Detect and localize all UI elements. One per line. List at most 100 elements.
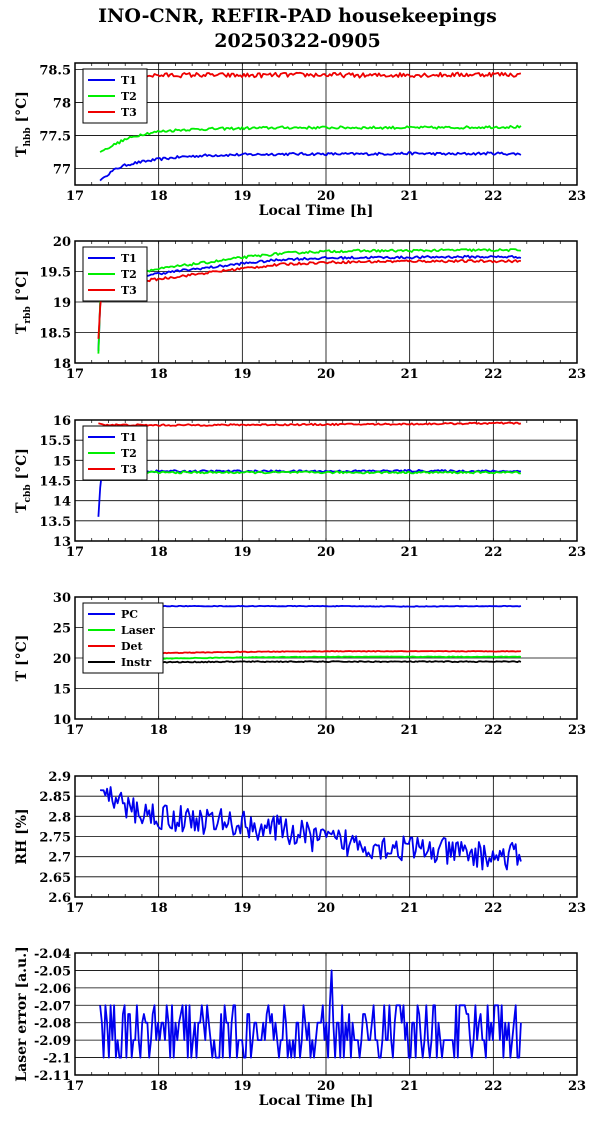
y-tick-label: -2.08: [34, 1017, 71, 1032]
y-tick-label: 2.6: [48, 891, 71, 906]
y-tick-label: -2.06: [34, 982, 71, 997]
series-line-t1: [99, 151, 522, 182]
x-tick-label: 21: [401, 545, 419, 560]
x-tick-label: 22: [484, 1079, 502, 1094]
y-tick-label: 15: [53, 683, 71, 698]
x-tick-label: 17: [66, 545, 84, 560]
x-tick-label: 22: [484, 367, 502, 382]
plot-frame: [74, 240, 578, 364]
y-axis-label: Laser error [a.u.]: [14, 946, 30, 1081]
x-tick-label: 18: [150, 1079, 168, 1094]
y-tick-label: 2.8: [48, 810, 71, 825]
series-line-t3: [100, 71, 522, 79]
legend: T1 T2 T3: [82, 68, 148, 124]
title-line-2: 20250322-0905: [214, 30, 381, 52]
y-tick-label: -2.07: [34, 999, 71, 1014]
x-tick-label: 17: [66, 723, 84, 738]
y-tick-label: -2.05: [34, 964, 71, 979]
x-tick-label: 22: [484, 545, 502, 560]
x-tick-label: 21: [401, 367, 419, 382]
y-label-subscript: cbb: [23, 484, 33, 502]
y-tick-label: 77.5: [39, 130, 71, 145]
panel-rh: 2.9 2.85 2.8 2.75 2.7 2.65 2.617 18 19 20 21 22 23 RH…: [14, 770, 586, 916]
y-label-main: T: [14, 146, 30, 157]
x-tick-label: 19: [233, 545, 251, 560]
x-tick-label: 22: [484, 723, 502, 738]
y-tick-label: 78.5: [39, 64, 71, 79]
x-tick-label: 21: [401, 901, 419, 916]
plot-frame: [74, 62, 578, 186]
y-tick-label: 20: [53, 652, 71, 667]
y-tick-label: 18.5: [39, 327, 71, 342]
y-axis-label: Tcbb [°C]: [14, 448, 33, 513]
x-tick-label: 19: [233, 1079, 251, 1094]
x-tick-label: 17: [66, 1079, 84, 1094]
y-tick-label: 19: [53, 296, 71, 311]
x-tick-label: 18: [150, 367, 168, 382]
y-tick-label: 19.5: [39, 266, 71, 281]
x-tick-label: 21: [401, 189, 419, 204]
series-line-det: [100, 650, 522, 656]
x-tick-label: 22: [484, 901, 502, 916]
y-axis-label: T [°C]: [14, 635, 30, 682]
y-tick-label: 77: [53, 163, 71, 178]
y-label-unit: [°C]: [14, 91, 30, 127]
y-axis-label: Thbb [°C]: [14, 91, 33, 157]
legend-label: T3: [121, 106, 137, 119]
y-tick-label: 2.9: [48, 770, 71, 785]
series-line-laser: [99, 969, 522, 1059]
y-tick-label: 18: [53, 357, 71, 372]
x-tick-label: 21: [401, 723, 419, 738]
y-tick-label: 20: [53, 235, 71, 250]
y-tick-label: 2.75: [39, 831, 71, 846]
x-tick-label: 17: [66, 189, 84, 204]
plot-frame: [74, 952, 578, 1076]
x-tick-label: 20: [317, 367, 335, 382]
legend-label: T2: [121, 268, 137, 281]
series-line-instr: [100, 660, 522, 665]
y-tick-label: 25: [53, 622, 71, 637]
x-tick-label: 23: [568, 723, 586, 738]
x-tick-label: 21: [401, 1079, 419, 1094]
y-tick-label: 2.65: [39, 871, 71, 886]
x-tick-label: 18: [150, 901, 168, 916]
x-tick-label: 17: [66, 901, 84, 916]
panel-laser: -2.04-2.05-2.06-2.07-2.08-2.09-2.1-2.111…: [14, 946, 586, 1109]
legend-label: T1: [121, 252, 137, 265]
legend-label: Instr: [121, 656, 151, 669]
y-tick-label: -2.04: [34, 947, 71, 962]
y-label-unit: [°C]: [14, 270, 30, 306]
series-line-pc: [100, 605, 522, 608]
x-tick-label: 20: [317, 545, 335, 560]
y-tick-label: 2.7: [48, 851, 71, 866]
x-tick-label: 17: [66, 367, 84, 382]
x-tick-label: 23: [568, 545, 586, 560]
panel-hbb: 78.5 78 77.5 77 17 18 19 20 21 22 23 Local Time [h]…: [14, 62, 586, 219]
legend-label: T2: [121, 447, 137, 460]
y-tick-label: 78: [53, 97, 71, 112]
x-tick-label: 23: [568, 367, 586, 382]
page-title: INO-CNR, REFIR-PAD housekeepings 2025032…: [0, 4, 595, 54]
y-label-subscript: hbb: [23, 127, 33, 146]
y-tick-label: 2.85: [39, 790, 71, 805]
x-axis-label: Local Time [h]: [259, 203, 374, 219]
y-tick-label: 15: [53, 454, 71, 469]
title-line-1: INO-CNR, REFIR-PAD housekeepings: [98, 5, 497, 27]
y-tick-label: 10: [53, 713, 71, 728]
x-tick-label: 18: [150, 545, 168, 560]
legend-label: PC: [121, 608, 138, 621]
y-tick-label: 16: [53, 414, 71, 429]
y-tick-label: 30: [53, 591, 71, 606]
x-tick-label: 18: [150, 189, 168, 204]
plot-frame: [74, 775, 578, 898]
y-tick-label: -2.1: [43, 1052, 71, 1067]
legend-label: T1: [121, 74, 137, 87]
legend-label: T3: [121, 284, 137, 297]
x-tick-label: 19: [233, 367, 251, 382]
y-label-unit: [°C]: [14, 448, 30, 484]
legend-label: T1: [121, 431, 137, 444]
legend-label: Det: [121, 640, 144, 653]
